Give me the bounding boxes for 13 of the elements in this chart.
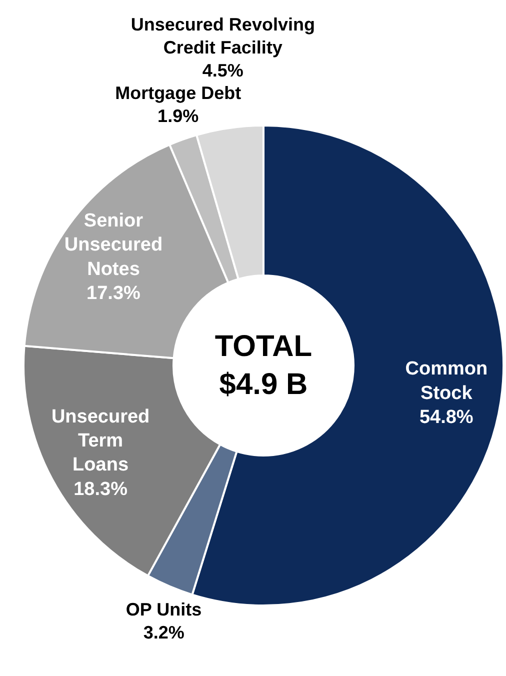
data-label: 54.8% — [419, 406, 474, 428]
slice-label: Mortgage Debt — [115, 82, 242, 103]
data-label: 18.3% — [74, 478, 128, 500]
slice-label: Senior Unsecured Notes — [64, 210, 163, 280]
slice-label: Unsecured Term Loans — [51, 406, 150, 476]
data-label: 3.2% — [143, 622, 184, 643]
text: TOTAL $4.9 B — [214, 330, 312, 401]
data-label: 4.5% — [202, 60, 244, 80]
slice-label: Common Stock — [405, 358, 488, 404]
data-label: 17.3% — [86, 282, 141, 304]
slice-label: OP Units — [126, 600, 202, 620]
data-label: 1.9% — [158, 106, 199, 126]
slice-label: Unsecured Revolving Credit Facility — [130, 14, 315, 58]
